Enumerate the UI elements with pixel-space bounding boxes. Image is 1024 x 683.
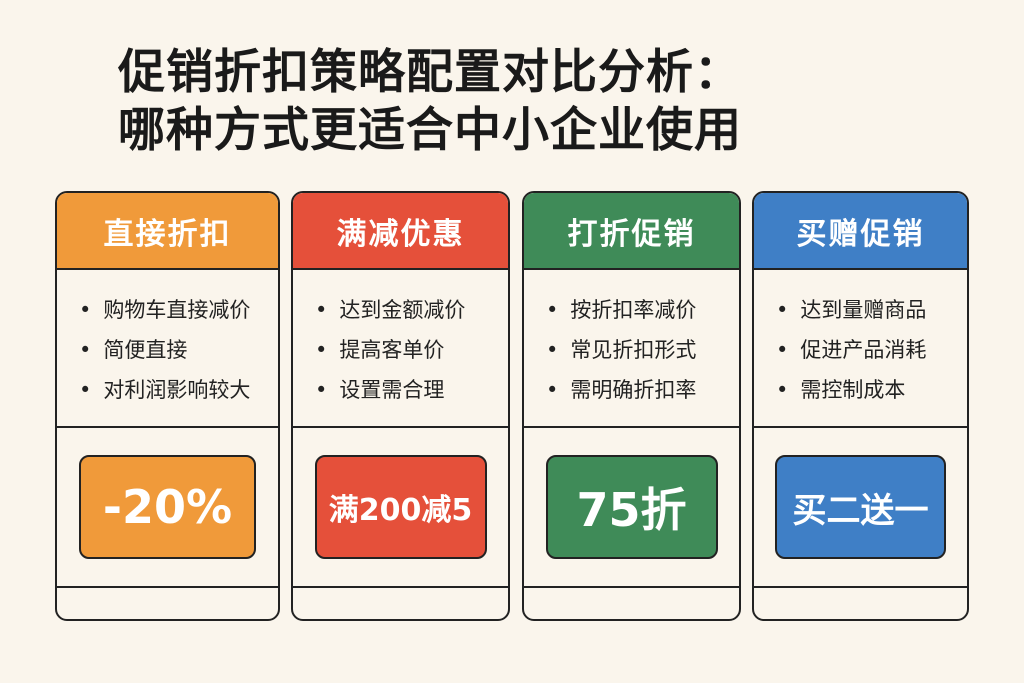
discount-badge: 买二送一 [775,455,946,559]
list-item: 简便直接 [79,330,278,370]
list-item: 需控制成本 [776,370,967,410]
badge-area: -20% [57,428,278,588]
feature-list: 达到量赠商品促进产品消耗需控制成本 [754,270,967,428]
badge-area: 满200减5 [293,428,508,588]
list-item: 促进产品消耗 [776,330,967,370]
discount-badge: 75折 [545,455,718,559]
feature-list: 购物车直接减价简便直接对利润影响较大 [57,270,278,428]
badge-area: 75折 [524,428,739,588]
strategy-card: 直接折扣 购物车直接减价简便直接对利润影响较大 -20% [55,191,280,621]
badge-area: 买二送一 [754,428,967,588]
strategy-card: 满减优惠 达到金额减价提高客单价设置需合理 满200减5 [291,191,510,621]
list-item: 达到金额减价 [315,290,508,330]
list-item: 设置需合理 [315,370,508,410]
list-item: 需明确折扣率 [546,370,739,410]
discount-badge: 满200减5 [314,455,487,559]
card-header: 打折促销 [524,193,739,270]
feature-list: 达到金额减价提高客单价设置需合理 [293,270,508,428]
list-item: 按折扣率减价 [546,290,739,330]
list-item: 对利润影响较大 [79,370,278,410]
strategy-card: 打折促销 按折扣率减价常见折扣形式需明确折扣率 75折 [522,191,741,621]
title-line-2: 哪种方式更适合中小企业使用 [118,103,742,158]
page-title: 促销折扣策略配置对比分析： 哪种方式更适合中小企业使用 [118,44,742,160]
strategy-card: 买赠促销 达到量赠商品促进产品消耗需控制成本 买二送一 [752,191,969,621]
list-item: 提高客单价 [315,330,508,370]
list-item: 购物车直接减价 [79,290,278,330]
list-item: 达到量赠商品 [776,290,967,330]
card-header: 买赠促销 [754,193,967,270]
card-header: 满减优惠 [293,193,508,270]
title-line-1: 促销折扣策略配置对比分析： [118,45,742,100]
card-header: 直接折扣 [57,193,278,270]
list-item: 常见折扣形式 [546,330,739,370]
feature-list: 按折扣率减价常见折扣形式需明确折扣率 [524,270,739,428]
discount-badge: -20% [79,455,256,559]
